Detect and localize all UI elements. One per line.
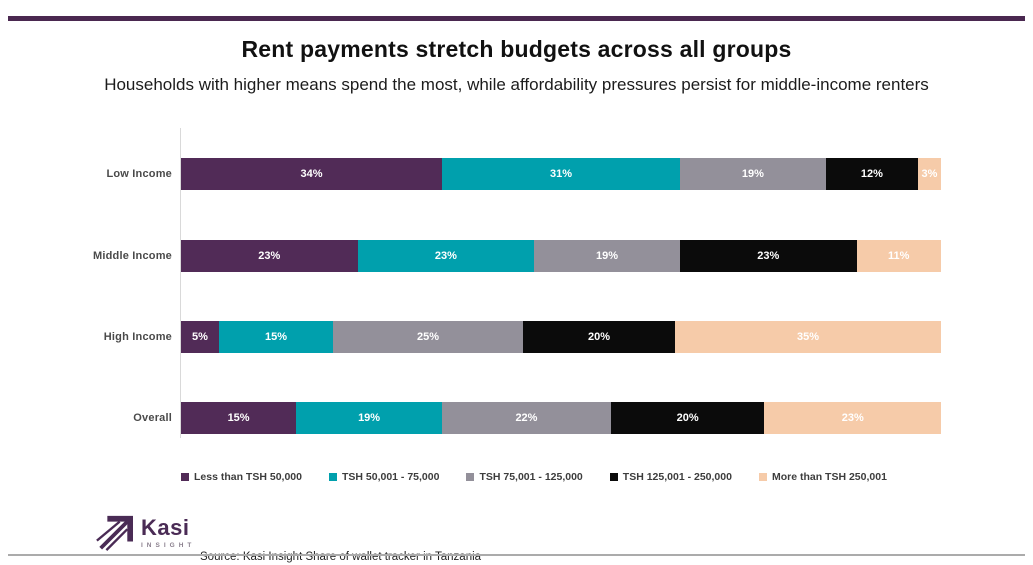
- legend-swatch-icon: [328, 473, 337, 481]
- bar-segment: 15%: [219, 321, 333, 353]
- category-label: Middle Income: [93, 250, 172, 262]
- bar-segment: 23%: [357, 240, 535, 272]
- bar-segment: 34%: [181, 158, 443, 190]
- legend-label: More than TSH 250,001: [771, 471, 887, 483]
- bar-segment: 22%: [442, 402, 611, 434]
- bottom-rule: [8, 554, 1025, 556]
- category-label: Low Income: [106, 168, 172, 180]
- bar-segment: 23%: [181, 240, 358, 272]
- legend-item: TSH 125,001 - 250,000: [609, 471, 732, 483]
- legend-item: Less than TSH 50,000: [181, 471, 302, 483]
- legend-label: TSH 125,001 - 250,000: [622, 471, 732, 483]
- bar-segment: 20%: [523, 321, 675, 353]
- logo-subtext: INSIGHT: [141, 541, 196, 549]
- kasi-insight-logo: Kasi INSIGHT: [95, 513, 195, 553]
- legend-item: More than TSH 250,001: [758, 471, 887, 483]
- stacked-bar: 5% 15% 25% 20% 35%: [181, 321, 941, 353]
- logo-wordmark: Kasi INSIGHT: [141, 514, 196, 550]
- kasi-arrow-icon: [96, 515, 133, 551]
- bar-segment: 3%: [917, 158, 942, 190]
- stacked-bar-chart: Low Income 34% 31% 19% 12% 3% Middle Income 23%…: [0, 128, 1033, 438]
- bar-segment: 20%: [610, 402, 765, 434]
- stacked-bar: 15% 19% 22% 20% 23%: [181, 402, 941, 434]
- source-line-1: Source: Kasi Insight Share of wallet tra…: [200, 551, 482, 563]
- bar-segment: 35%: [675, 321, 941, 353]
- logo-text: Kasi: [141, 514, 190, 540]
- bar-row: Overall 15% 19% 22% 20% 23%: [0, 402, 1033, 434]
- category-label: High Income: [103, 331, 172, 343]
- bar-segment: 15%: [181, 402, 297, 434]
- chart-title: Rent payments stretch budgets across all…: [241, 36, 792, 62]
- bar-segment: 31%: [442, 158, 680, 190]
- chart-legend: Less than TSH 50,000 TSH 50,001 - 75,000 T…: [181, 471, 951, 483]
- legend-label: TSH 75,001 - 125,000: [479, 471, 583, 483]
- legend-swatch-icon: [609, 473, 618, 481]
- category-label: Overall: [133, 412, 172, 424]
- bar-segment: 12%: [825, 158, 918, 190]
- legend-swatch-icon: [181, 473, 189, 481]
- stacked-bar: 23% 23% 19% 23% 11%: [181, 240, 941, 272]
- legend-label: TSH 50,001 - 75,000: [341, 471, 440, 483]
- legend-item: TSH 50,001 - 75,000: [328, 471, 440, 483]
- legend-swatch-icon: [466, 473, 475, 481]
- bar-segment: 19%: [296, 402, 443, 434]
- bar-segment: 23%: [764, 402, 941, 434]
- bar-row: Low Income 34% 31% 19% 12% 3%: [0, 158, 1033, 190]
- source-note: Source: Kasi Insight Share of wallet tra…: [200, 520, 647, 565]
- legend-label: Less than TSH 50,000: [194, 471, 302, 483]
- chart-subtitle: Households with higher means spend the m…: [104, 75, 929, 94]
- bar-row: High Income 5% 15% 25% 20% 35%: [0, 321, 1033, 353]
- bar-segment: 19%: [680, 158, 826, 190]
- bar-segment: 11%: [856, 240, 941, 272]
- bar-segment: 5%: [181, 321, 219, 353]
- bar-segment: 25%: [333, 321, 523, 353]
- bar-segment: 19%: [534, 240, 680, 272]
- top-accent-rule: [8, 16, 1025, 21]
- legend-swatch-icon: [758, 473, 767, 481]
- stacked-bar: 34% 31% 19% 12% 3%: [181, 158, 942, 190]
- legend-item: TSH 75,001 - 125,000: [466, 471, 583, 483]
- bar-row: Middle Income 23% 23% 19% 23% 11%: [0, 240, 1033, 272]
- bar-segment: 23%: [679, 240, 857, 272]
- y-axis-line: [180, 128, 181, 438]
